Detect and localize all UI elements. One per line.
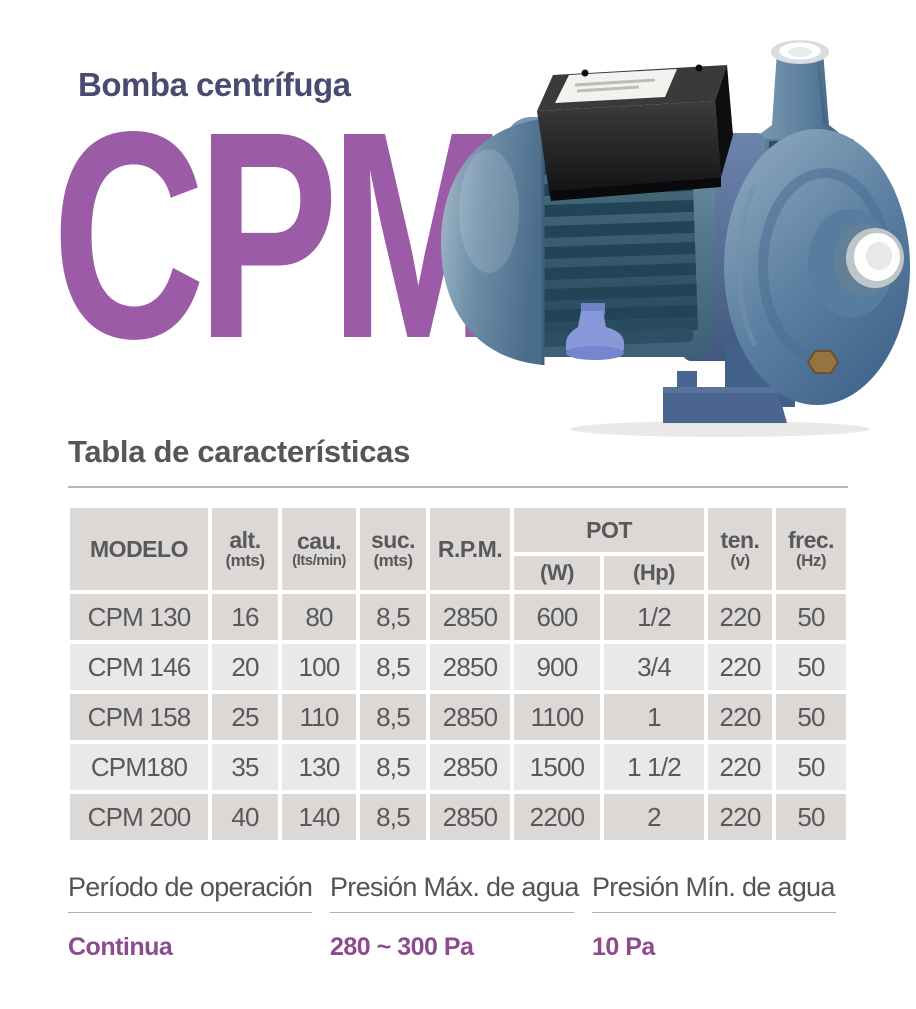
col-header-frec: frec. (Hz) <box>776 508 846 590</box>
table-cell: 100 <box>282 644 356 690</box>
table-cell: 220 <box>708 694 772 740</box>
table-cell: 8,5 <box>360 794 426 840</box>
col-header-pot-w: (W) <box>514 556 600 590</box>
table-cell: 600 <box>514 594 600 640</box>
table-cell: 2200 <box>514 794 600 840</box>
table-cell: 40 <box>212 794 278 840</box>
table-cell: 8,5 <box>360 644 426 690</box>
table-cell: 2850 <box>430 694 510 740</box>
table-cell: 16 <box>212 594 278 640</box>
col-header-pot: POT <box>514 508 704 552</box>
table-cell: 900 <box>514 644 600 690</box>
table-cell: 110 <box>282 694 356 740</box>
table-cell: 2850 <box>430 794 510 840</box>
discharge-port <box>753 40 847 139</box>
table-row: CPM180 35 130 8,5 2850 1500 1 1/2 220 50 <box>70 744 846 790</box>
table-cell: 1/2 <box>604 594 704 640</box>
spec-min-pressure: Presión Mín. de agua 10 Pa <box>592 872 836 962</box>
spec-table: MODELO alt. (mts) cau. (lts/min) suc. (m… <box>66 504 850 844</box>
table-cell: 1 1/2 <box>604 744 704 790</box>
table-cell: 50 <box>776 644 846 690</box>
col-header-suc: suc. (mts) <box>360 508 426 590</box>
table-row: CPM 200 40 140 8,5 2850 2200 2 220 50 <box>70 794 846 840</box>
spec-label: Presión Mín. de agua <box>592 872 835 902</box>
table-cell: CPM 146 <box>70 644 208 690</box>
motor-pedestal <box>566 303 624 360</box>
spec-operation-period: Período de operación Continua <box>68 872 313 962</box>
spec-underline <box>592 912 836 913</box>
table-cell: 220 <box>708 794 772 840</box>
table-cell: 8,5 <box>360 694 426 740</box>
spec-label: Período de operación <box>68 872 313 902</box>
terminal-box <box>537 64 733 201</box>
table-cell: 3/4 <box>604 644 704 690</box>
table-cell: 50 <box>776 744 846 790</box>
drain-plug <box>806 350 840 374</box>
table-cell: 8,5 <box>360 744 426 790</box>
spec-underline <box>68 912 312 913</box>
table-cell: 25 <box>212 694 278 740</box>
table-cell: 1500 <box>514 744 600 790</box>
pump-shadow <box>570 421 870 437</box>
table-cell: 2850 <box>430 744 510 790</box>
table-cell: 20 <box>212 644 278 690</box>
col-header-pot-hp: (Hp) <box>604 556 704 590</box>
section-title: Tabla de características <box>68 434 411 469</box>
table-cell: 220 <box>708 744 772 790</box>
table-cell: 2 <box>604 794 704 840</box>
table-cell: 50 <box>776 694 846 740</box>
table-row: CPM 158 25 110 8,5 2850 1100 1 220 50 <box>70 694 846 740</box>
table-cell: CPM 200 <box>70 794 208 840</box>
motor-end-cap <box>441 119 545 365</box>
col-header-alt: alt. (mts) <box>212 508 278 590</box>
table-cell: CPM 130 <box>70 594 208 640</box>
table-row: CPM 146 20 100 8,5 2850 900 3/4 220 50 <box>70 644 846 690</box>
table-cell: 80 <box>282 594 356 640</box>
table-cell: CPM 158 <box>70 694 208 740</box>
col-header-modelo: MODELO <box>70 508 208 590</box>
table-cell: 2850 <box>430 594 510 640</box>
table-cell: 1 <box>604 694 704 740</box>
table-cell: 8,5 <box>360 594 426 640</box>
spec-max-pressure: Presión Máx. de agua 280 ~ 300 Pa <box>330 872 579 962</box>
terminal-box-label <box>555 69 677 103</box>
box-screw <box>581 69 589 77</box>
page-subtitle: Bomba centrífuga <box>78 66 351 103</box>
outlet-port <box>846 228 904 288</box>
col-header-ten: ten. (v) <box>708 508 772 590</box>
section-divider <box>68 486 848 488</box>
table-cell: 35 <box>212 744 278 790</box>
pump-photo <box>441 40 910 437</box>
table-cell: 2850 <box>430 644 510 690</box>
spec-value: 10 Pa <box>592 933 655 961</box>
table-cell: 50 <box>776 794 846 840</box>
table-cell: CPM180 <box>70 744 208 790</box>
spec-value: 280 ~ 300 Pa <box>330 933 474 961</box>
table-cell: 220 <box>708 644 772 690</box>
table-cell: 140 <box>282 794 356 840</box>
col-header-rpm: R.P.M. <box>430 508 510 590</box>
table-row: CPM 130 16 80 8,5 2850 600 1/2 220 50 <box>70 594 846 640</box>
table-cell: 220 <box>708 594 772 640</box>
col-header-cau: cau. (lts/min) <box>282 508 356 590</box>
product-title: CPM <box>52 70 507 400</box>
box-screw <box>695 64 703 72</box>
spec-label: Presión Máx. de agua <box>330 872 579 902</box>
table-cell: 1100 <box>514 694 600 740</box>
table-cell: 130 <box>282 744 356 790</box>
spec-underline <box>330 912 574 913</box>
table-cell: 50 <box>776 594 846 640</box>
spec-value: Continua <box>68 933 173 961</box>
